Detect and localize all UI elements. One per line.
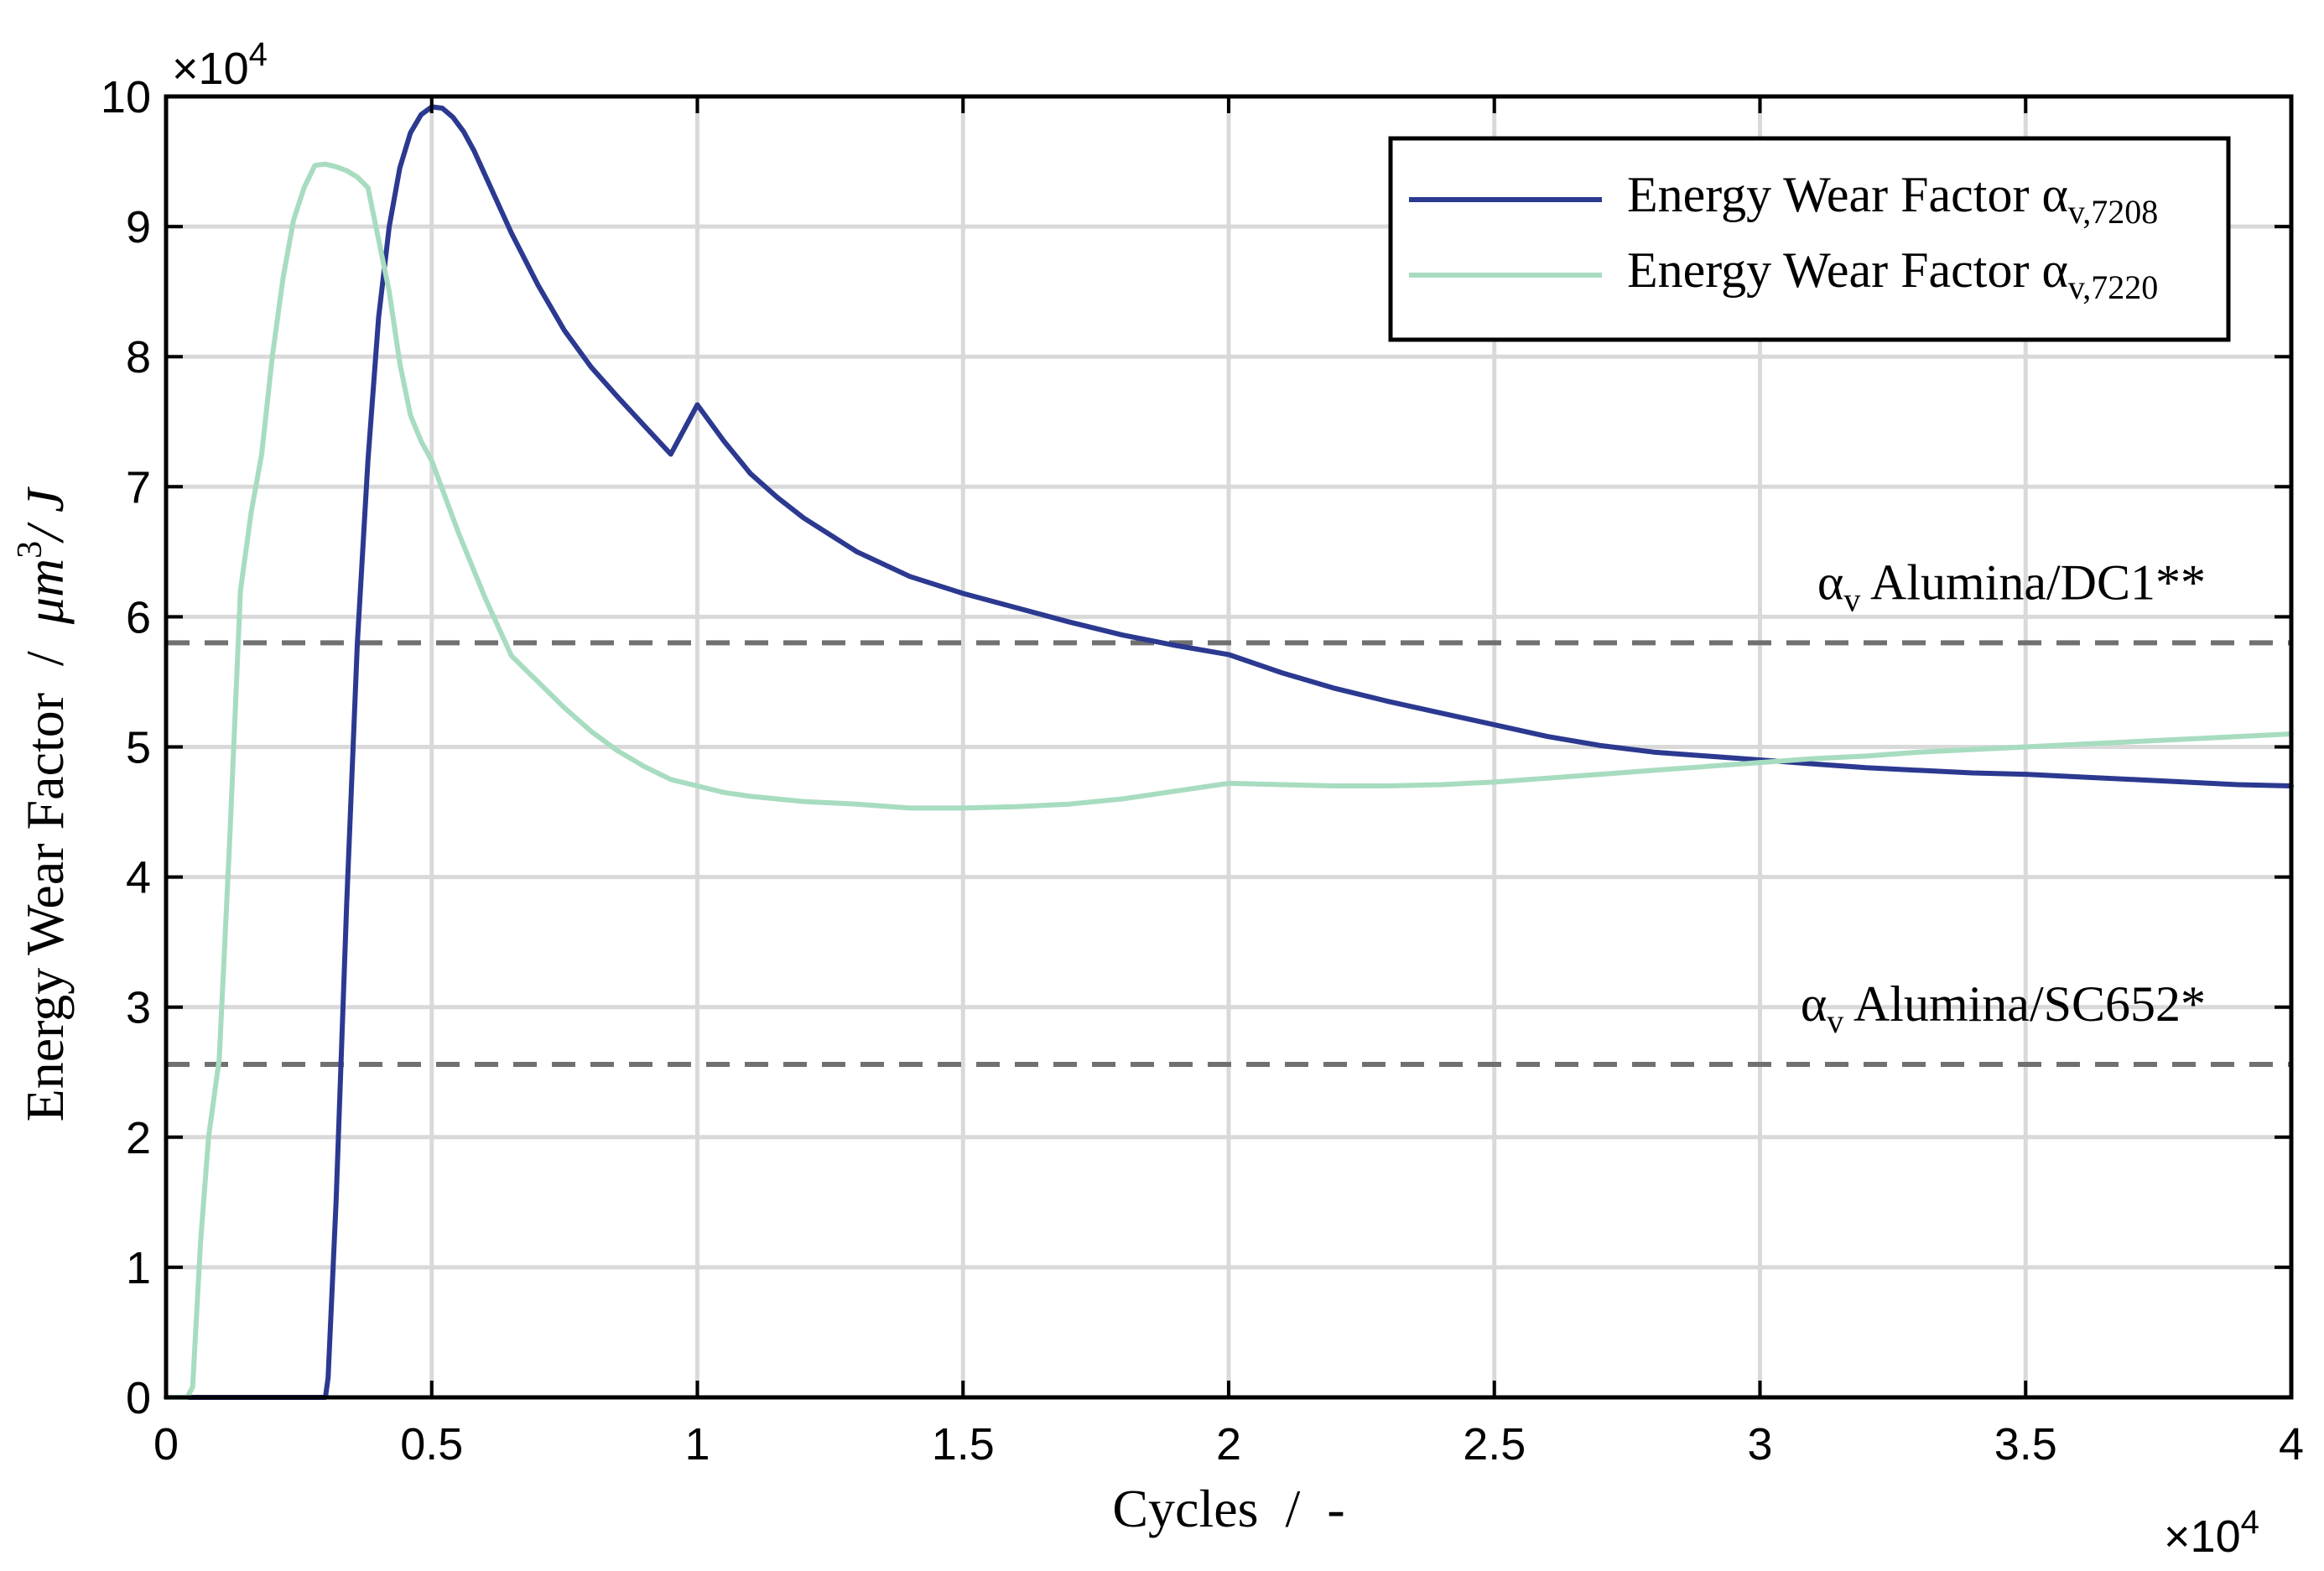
x-tick-label: 1.5	[932, 1419, 995, 1470]
y-axis-label: Energy Wear Factor / μm3/ J	[11, 486, 75, 1121]
tick-marks	[164, 95, 2293, 1399]
y-multiplier: ×104	[172, 36, 268, 94]
y-tick-label: 10	[101, 72, 151, 122]
x-tick-label: 4	[2279, 1419, 2304, 1470]
y-tick-label: 2	[126, 1113, 151, 1163]
legend-box	[1388, 136, 2231, 342]
reference-line-labels: αv Alumina/DC1** αv Alumina/SC652*	[1801, 554, 2206, 1040]
x-multiplier: ×104	[2164, 1504, 2259, 1562]
reference-line-label: αv Alumina/DC1**	[1817, 554, 2206, 618]
x-tick-label: 3.5	[1994, 1419, 2057, 1470]
x-axis-label: Cycles / -	[1112, 1479, 1344, 1538]
x-tick-labels: 0 0.5 1 1.5 2 2.5 3 3.5 4	[153, 1419, 2304, 1470]
y-tick-labels: 0 1 2 3 4 5 6 7 8 9 10	[101, 72, 151, 1423]
x-tick-label: 1	[684, 1419, 710, 1470]
series-lines	[164, 104, 2294, 1400]
x-tick-label: 2	[1216, 1419, 1241, 1470]
x-tick-label: 0	[153, 1419, 179, 1470]
y-tick-label: 9	[126, 202, 151, 252]
y-tick-label: 7	[126, 462, 151, 512]
legend-label-7208: Energy Wear Factor αv,7208	[1627, 167, 2158, 231]
legend-label-7220: Energy Wear Factor αv,7220	[1627, 242, 2158, 306]
reference-line-label: αv Alumina/SC652*	[1801, 976, 2206, 1040]
x-tick-label: 0.5	[400, 1419, 463, 1470]
x-tick-label: 2.5	[1463, 1419, 1526, 1470]
y-tick-label: 6	[126, 592, 151, 642]
y-tick-label: 5	[126, 723, 151, 773]
y-tick-label: 8	[126, 332, 151, 382]
y-tick-label: 3	[126, 983, 151, 1033]
y-tick-label: 0	[126, 1373, 151, 1423]
y-tick-label: 1	[126, 1243, 151, 1293]
series-line-v-7220	[164, 161, 2294, 1400]
reference-lines	[166, 640, 2291, 1067]
legend: Energy Wear Factor αv,7208 Energy Wear F…	[1388, 136, 2231, 342]
x-tick-label: 3	[1747, 1419, 1772, 1470]
y-tick-label: 4	[126, 853, 151, 903]
